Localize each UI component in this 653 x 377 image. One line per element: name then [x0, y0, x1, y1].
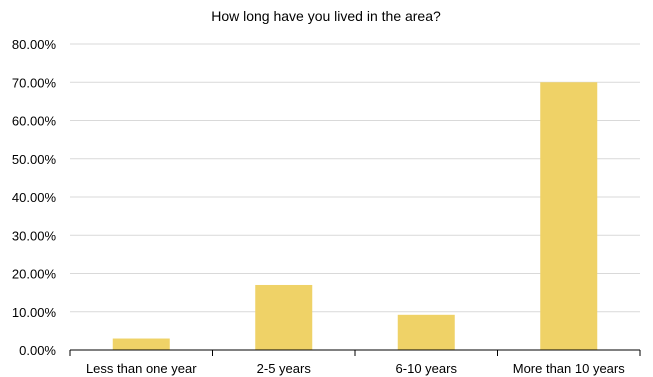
chart-title: How long have you lived in the area? [211, 8, 441, 24]
bar [255, 284, 313, 350]
y-tick-label: 80.00% [12, 37, 57, 52]
y-tick-label: 50.00% [12, 152, 57, 167]
x-axis [69, 349, 641, 356]
y-tick-label: 20.00% [12, 267, 57, 282]
y-tick-label: 70.00% [12, 75, 57, 90]
bar [397, 314, 455, 350]
x-category-label: 6-10 years [396, 361, 458, 376]
x-category-label: 2-5 years [257, 361, 312, 376]
y-tick-label: 40.00% [12, 190, 57, 205]
y-tick-label: 60.00% [12, 114, 57, 129]
bar [112, 338, 170, 350]
bars [112, 82, 598, 350]
y-axis-tick-labels: 0.00% 10.00% 20.00% 30.00% 40.00% 50.00% 60.00… [12, 37, 57, 358]
bar [540, 82, 598, 350]
x-axis-category-labels: Less than one year 2-5 years 6-10 years Mor… [86, 361, 625, 376]
x-category-label: Less than one year [86, 361, 197, 376]
y-tick-label: 10.00% [12, 305, 57, 320]
x-category-label: More than 10 years [513, 361, 626, 376]
y-tick-label: 0.00% [19, 343, 56, 358]
y-tick-label: 30.00% [12, 228, 57, 243]
gridlines [70, 43, 640, 313]
